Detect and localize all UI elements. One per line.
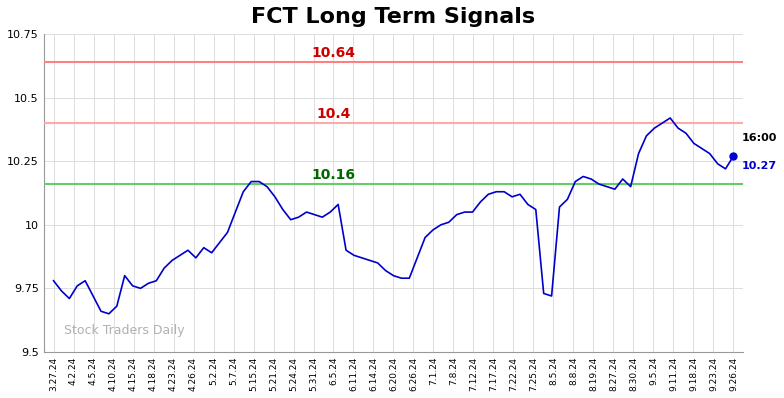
Text: Stock Traders Daily: Stock Traders Daily	[64, 324, 184, 337]
Text: 10.4: 10.4	[316, 107, 350, 121]
Text: 16:00: 16:00	[742, 133, 777, 143]
Text: 10.64: 10.64	[311, 46, 355, 60]
Text: 10.27: 10.27	[742, 161, 776, 171]
Text: 10.16: 10.16	[311, 168, 355, 182]
Title: FCT Long Term Signals: FCT Long Term Signals	[252, 7, 535, 27]
